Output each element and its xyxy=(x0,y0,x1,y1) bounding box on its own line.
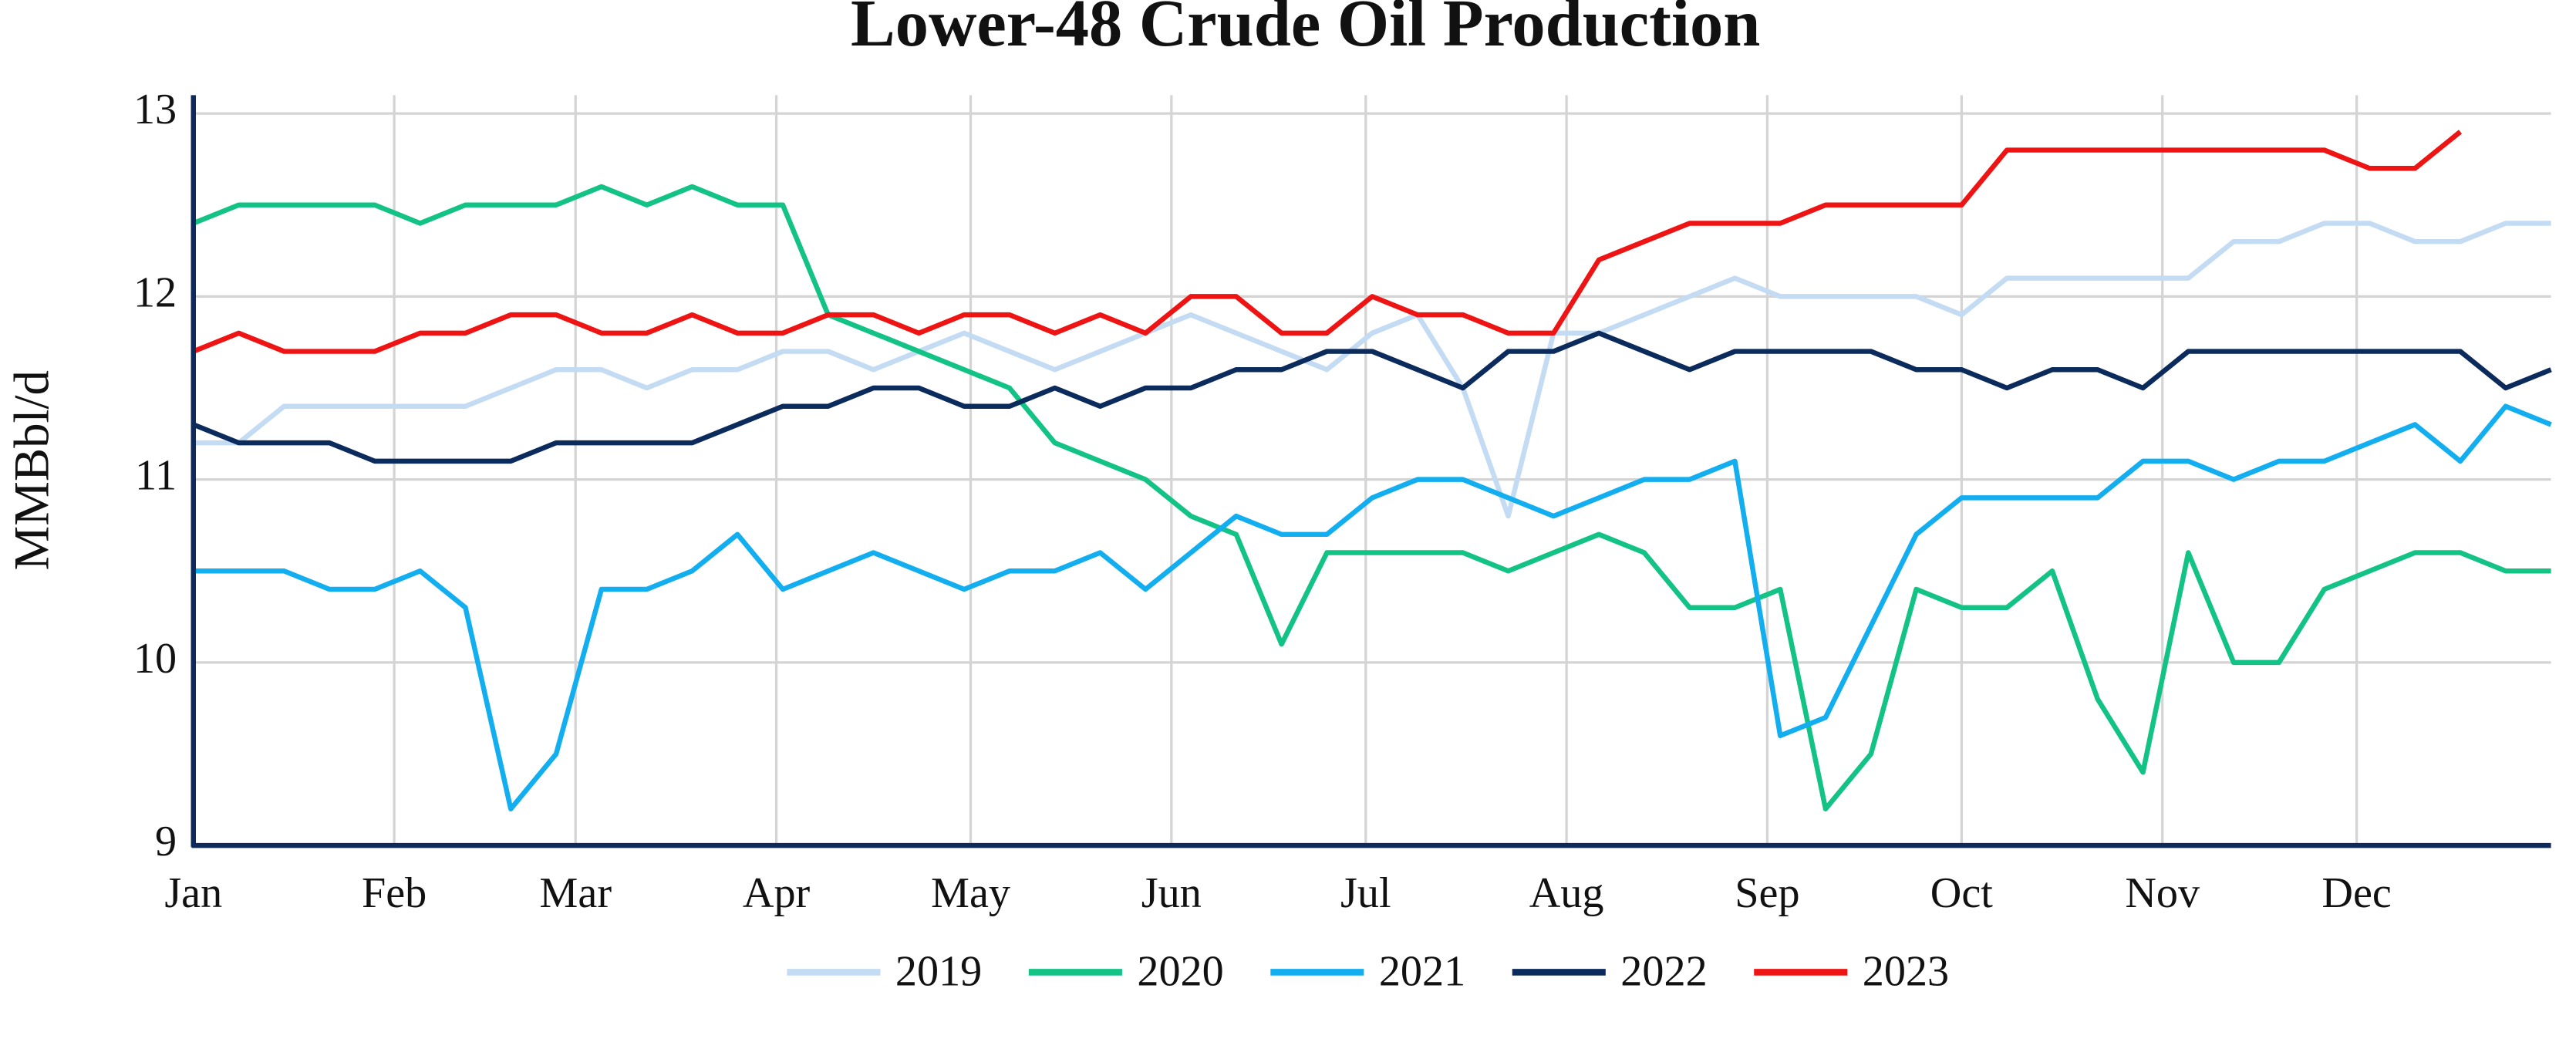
legend-label: 2023 xyxy=(1863,948,1949,996)
x-tick-label: Oct xyxy=(1930,869,1994,917)
y-tick-label: 10 xyxy=(133,635,177,683)
x-tick-label: Mar xyxy=(539,869,612,917)
x-tick-label: Jun xyxy=(1141,869,1202,917)
legend: 2019 2020 2021 2022 2023 xyxy=(787,948,1949,996)
y-tick-label: 9 xyxy=(155,818,177,865)
x-tick-label: Feb xyxy=(362,869,427,917)
y-axis-label: MMBbl/d xyxy=(4,370,59,570)
tick-labels: 9 10 11 12 13 Jan Feb Mar Apr May Jun Jul Aug Sep Oct N… xyxy=(133,86,2392,917)
x-tick-label: Sep xyxy=(1735,869,1799,917)
series-line xyxy=(193,221,2551,519)
plot-lines xyxy=(192,130,2552,811)
y-tick-label: 11 xyxy=(135,452,177,500)
x-tick-label: Apr xyxy=(743,869,811,917)
series-line xyxy=(192,184,2551,811)
legend-label: 2020 xyxy=(1137,948,1223,996)
x-tick-label: Dec xyxy=(2321,869,2391,917)
x-tick-label: Nov xyxy=(2125,869,2200,917)
x-tick-label: Aug xyxy=(1529,869,1604,917)
series-line xyxy=(192,130,2463,354)
y-tick-label: 12 xyxy=(133,268,177,316)
series-line xyxy=(192,330,2552,464)
legend-label: 2022 xyxy=(1620,948,1707,996)
series-line xyxy=(193,403,2552,811)
chart-title: Lower-48 Crude Oil Production xyxy=(851,0,1760,60)
grid xyxy=(192,95,2551,847)
legend-label: 2019 xyxy=(895,948,982,996)
x-tick-label: Jul xyxy=(1340,869,1391,917)
y-tick-label: 13 xyxy=(133,86,177,133)
legend-label: 2021 xyxy=(1379,948,1465,996)
x-tick-label: Jan xyxy=(164,869,222,917)
x-tick-label: May xyxy=(931,869,1010,917)
